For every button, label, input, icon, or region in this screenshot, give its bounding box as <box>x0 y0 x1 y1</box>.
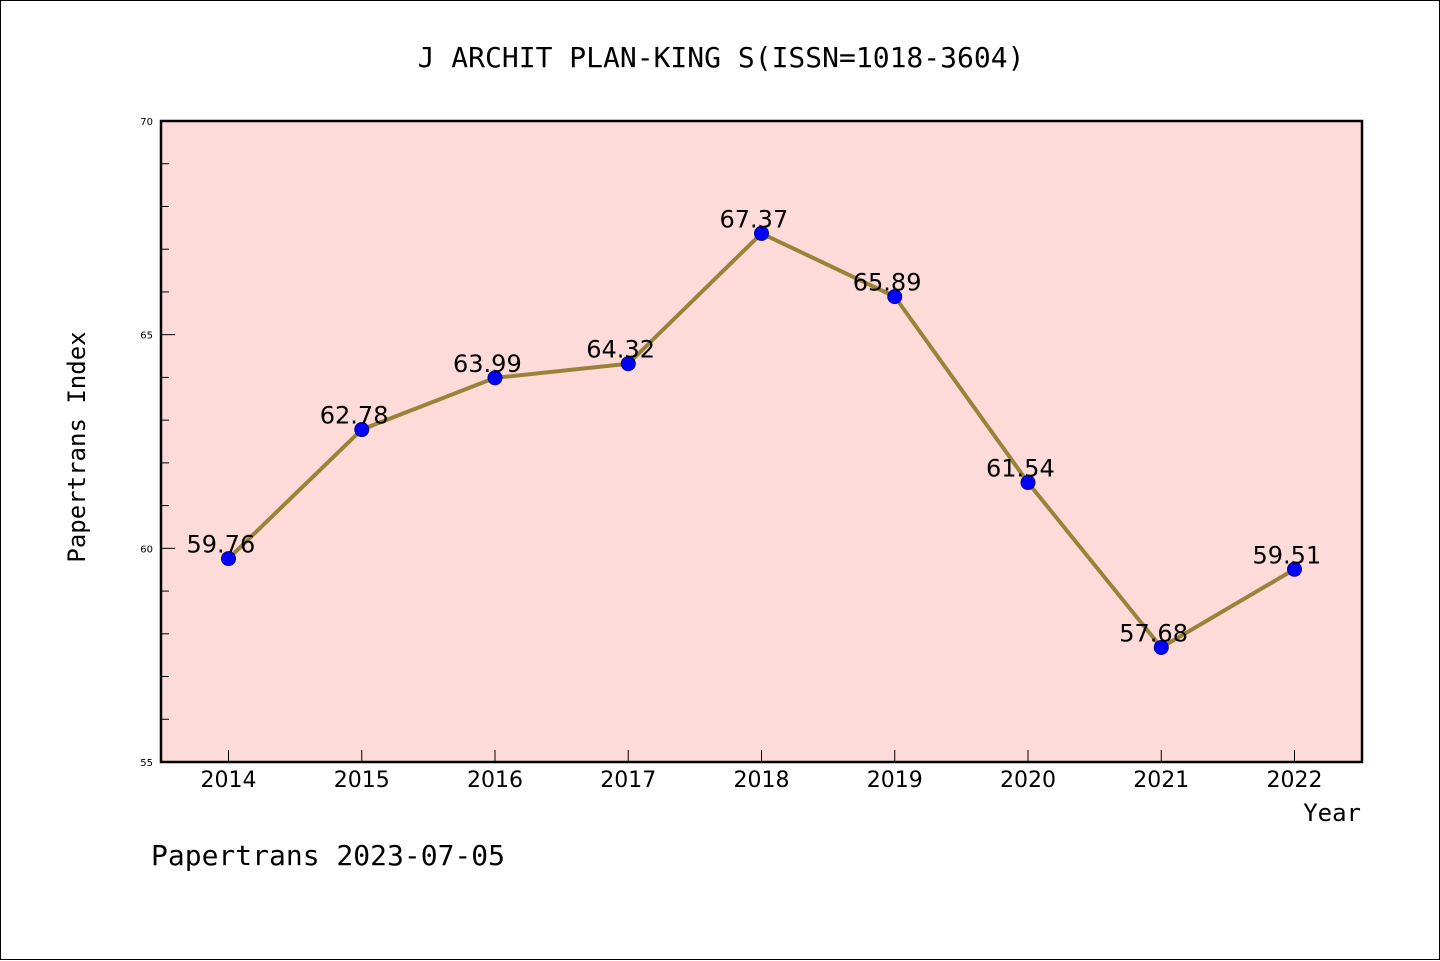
x-tick-label: 2016 <box>467 768 523 793</box>
data-labels: 59.76 62.78 63.99 64.32 67.37 65.89 61.54 57.68… <box>187 205 1322 647</box>
data-label: 61.54 <box>986 455 1055 483</box>
data-markers <box>221 225 1302 655</box>
data-label: 62.78 <box>320 402 389 430</box>
data-point <box>1153 639 1169 655</box>
y-tick-label: 60 <box>140 544 153 555</box>
data-point <box>487 370 503 386</box>
y-tick-label: 70 <box>140 117 153 128</box>
x-axis-label: Year <box>1303 799 1361 827</box>
data-label: 59.76 <box>187 531 256 559</box>
y-axis-ticks: 55 60 65 70 <box>140 117 175 769</box>
footer-text: Papertrans 2023-07-05 <box>151 839 505 872</box>
data-label: 67.37 <box>720 205 789 233</box>
x-tick-label: 2020 <box>1000 768 1056 793</box>
data-point <box>1287 561 1302 577</box>
x-tick-label: 2015 <box>334 768 390 793</box>
data-label: 65.89 <box>853 269 922 297</box>
y-axis-label: Papertrans Index <box>63 331 91 562</box>
data-point <box>754 225 769 241</box>
x-tick-label: 2018 <box>734 768 790 793</box>
x-tick-label: 2017 <box>600 768 656 793</box>
data-point <box>221 551 236 567</box>
x-tick-label: 2019 <box>867 768 923 793</box>
chart-title: J ARCHIT PLAN-KING S(ISSN=1018-3604) <box>418 41 1025 74</box>
plot-border <box>159 119 1364 764</box>
x-tick-label: 2014 <box>201 768 257 793</box>
data-label: 59.51 <box>1253 541 1322 569</box>
x-tick-label: 2022 <box>1267 768 1323 793</box>
data-point <box>1020 475 1036 491</box>
x-axis-ticks: 2014 2015 2016 2017 2018 2019 2020 2021 2022 <box>201 750 1323 793</box>
data-point <box>620 356 636 372</box>
data-point <box>887 289 903 305</box>
data-point <box>354 422 370 438</box>
y-tick-label: 65 <box>140 331 153 342</box>
data-label: 63.99 <box>453 350 522 378</box>
data-label: 64.32 <box>586 336 655 364</box>
data-label: 57.68 <box>1119 619 1188 647</box>
x-tick-label: 2021 <box>1133 768 1189 793</box>
y-tick-label: 55 <box>140 758 153 769</box>
